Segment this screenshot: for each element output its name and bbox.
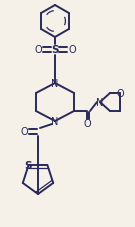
Text: O: O [83,118,91,128]
Text: N: N [96,98,104,108]
Text: O: O [34,45,42,55]
Text: N: N [51,79,59,89]
Text: O: O [116,89,124,99]
Text: N: N [51,116,59,126]
Text: S: S [24,160,31,170]
Text: O: O [68,45,76,55]
Text: S: S [51,45,59,55]
Text: O: O [20,126,28,136]
